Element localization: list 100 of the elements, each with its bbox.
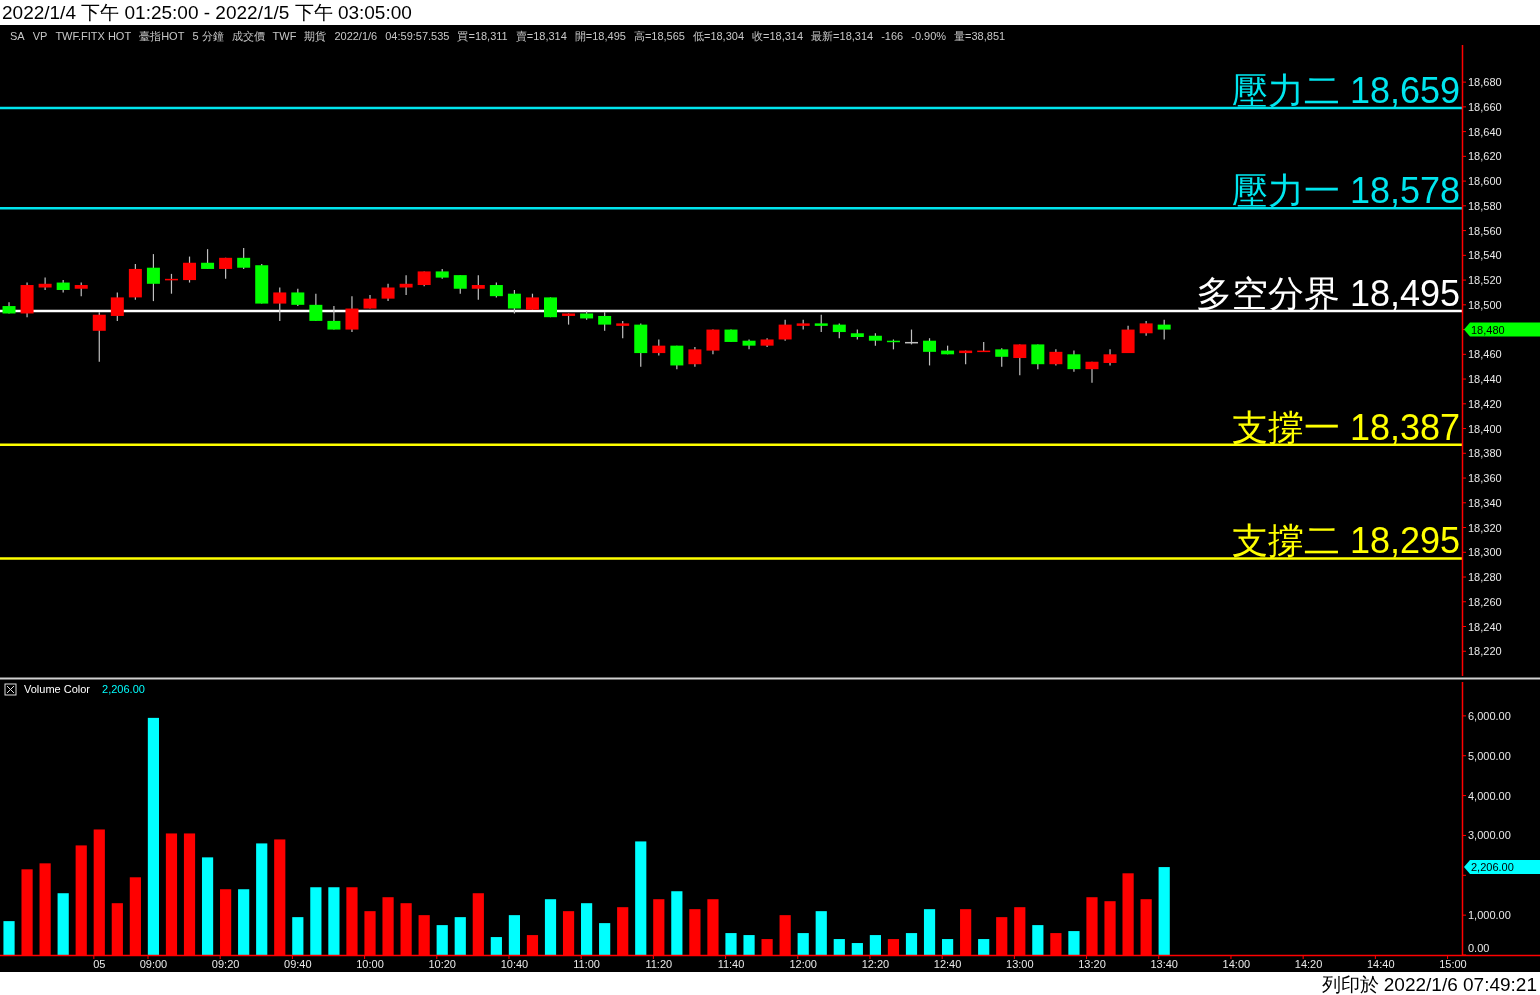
ref-line-label: 壓力一 18,578: [1231, 170, 1460, 212]
bar: [869, 935, 881, 955]
bar: [544, 899, 557, 955]
candlestick: [995, 347, 1009, 368]
candlestick: [110, 291, 124, 322]
y-tick-label: 18,340: [1468, 496, 1502, 509]
y-tick-label: 18,420: [1468, 397, 1502, 410]
bar: [436, 925, 448, 955]
y-tick-label: 18,360: [1468, 472, 1502, 485]
text: SA: [10, 30, 26, 42]
bar: [635, 841, 647, 955]
ref-line-label: 支撐二 18,295: [1231, 520, 1460, 562]
bar: [1158, 867, 1170, 955]
chart-subtitle: 2,206.00: [102, 683, 145, 695]
bar: [671, 891, 683, 955]
y-tick-label: 18,640: [1468, 125, 1502, 138]
text: 開=18,495: [574, 30, 626, 42]
text: 收=18,314: [752, 30, 804, 42]
bar: [57, 893, 69, 955]
x-tick-label: 13:20: [1078, 958, 1106, 970]
x-tick-label: 11:40: [717, 958, 745, 970]
candlestick: [38, 277, 52, 291]
y-tick-label: 18,600: [1468, 175, 1502, 188]
candlestick: [146, 253, 160, 302]
x-tick-label: 15:00: [1439, 958, 1467, 970]
y-tick-label: 18,280: [1468, 571, 1502, 584]
y-tick-label: 18,520: [1468, 274, 1502, 287]
text: 量=38,851: [954, 30, 1006, 42]
y-tick-label: 0.00: [1468, 942, 1490, 954]
candlestick: [1031, 343, 1045, 370]
candlestick: [598, 311, 612, 332]
x-tick-label: 10:00: [356, 958, 384, 970]
bar: [238, 889, 250, 955]
y-tick-label: 4,000.00: [1468, 789, 1511, 802]
y-tick-label: 18,260: [1468, 595, 1502, 608]
bar: [797, 933, 809, 955]
candlestick: [471, 274, 485, 301]
chart-title: 2022/1/4 下午 01:25:00 - 2022/1/5 下午 03:05:00: [2, 2, 412, 23]
candlestick: [399, 274, 413, 296]
x-tick-label: 11:00: [573, 958, 600, 970]
candlestick: [923, 337, 937, 367]
y-tick-label: 18,300: [1468, 546, 1502, 559]
bar: [310, 887, 322, 955]
candlestick: [1067, 350, 1081, 373]
x-tick-label: 12:00: [789, 958, 817, 970]
y-tick-label: 18,240: [1468, 620, 1502, 633]
x-tick-label: 10:40: [500, 958, 529, 970]
y-tick-label: 18,400: [1468, 422, 1502, 435]
candlestick: [1121, 325, 1135, 354]
y-tick-label: 18,580: [1468, 199, 1502, 212]
ref-line-label: 支撐一 18,387: [1231, 406, 1460, 448]
bar: [599, 923, 611, 955]
text: -0.90%: [911, 30, 947, 42]
legend-title: Volume Color: [24, 683, 91, 695]
candlestick: [453, 274, 467, 295]
bar: [256, 843, 268, 955]
text: 最新=18,314: [811, 30, 874, 42]
bar: [743, 935, 755, 955]
bar: [490, 937, 502, 955]
x-tick-label: 14:40: [1367, 958, 1395, 970]
bar: [508, 915, 520, 955]
y-tick-label: 18,460: [1468, 348, 1502, 361]
candlestick: [183, 255, 197, 284]
bar: [147, 717, 160, 955]
bar: [905, 933, 918, 955]
candlestick: [507, 289, 521, 315]
candlestick: [1013, 343, 1027, 376]
bar: [292, 917, 304, 955]
text: 列印於 2022/1/6 07:49:21: [1321, 974, 1537, 995]
y-tick-label: 18,680: [1468, 76, 1502, 89]
text: TWF: [272, 30, 297, 42]
text: 買=18,311: [457, 30, 508, 42]
bar: [454, 917, 466, 955]
bar: [1068, 931, 1080, 955]
x-tick-label: 13:00: [1006, 958, 1034, 970]
y-tick-label: 6,000.00: [1468, 709, 1511, 722]
bar: [201, 857, 214, 955]
ref-line-label: 多空分界 18,495: [1195, 273, 1460, 315]
y-tick-label: 18,380: [1468, 447, 1502, 460]
y-tick-label: 18,320: [1468, 521, 1502, 534]
bar: [1032, 925, 1044, 955]
x-tick-label: 09:20: [211, 958, 240, 970]
candlestick: [92, 311, 106, 363]
bar: [851, 943, 863, 955]
candlestick: [327, 305, 341, 331]
bar: [978, 939, 990, 955]
text: VP: [32, 30, 48, 42]
y-tick-label: 18,560: [1468, 224, 1502, 237]
text: 2,206.00: [1471, 861, 1514, 874]
text: 5 分鐘: [192, 30, 224, 42]
text: 18,480: [1471, 323, 1505, 336]
text: TWF.FITX HOT: [55, 30, 132, 42]
bar: [581, 903, 593, 955]
x-tick-label: 12:20: [861, 958, 890, 970]
candlestick: [1157, 319, 1171, 341]
x-tick-label: 05: [93, 958, 106, 970]
bar: [3, 921, 15, 955]
y-tick-label: 18,440: [1468, 373, 1502, 386]
bar: [923, 909, 936, 955]
text: 04:59:57.535: [385, 30, 450, 42]
